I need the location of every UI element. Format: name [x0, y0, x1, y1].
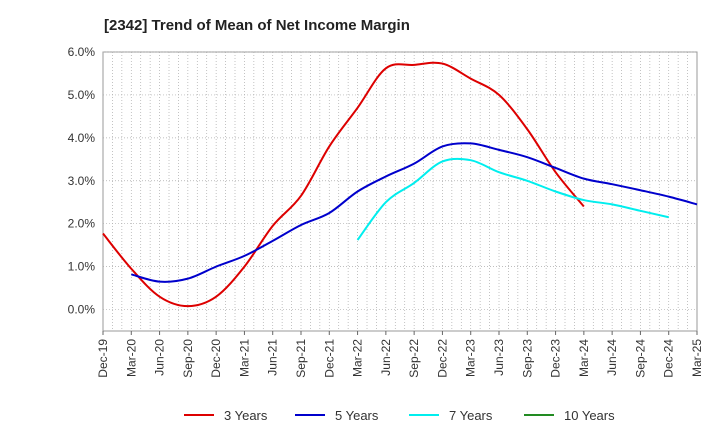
- x-tick-label: Mar-22: [351, 339, 365, 377]
- x-tick-label: Jun-24: [605, 339, 619, 376]
- x-tick-label: Mar-21: [237, 339, 251, 377]
- y-tick-label: 2.0%: [68, 217, 96, 231]
- y-axis: 0.0% 1.0% 2.0% 3.0% 4.0% 5.0% 6.0%: [68, 45, 96, 317]
- legend-label: 10 Years: [564, 408, 615, 423]
- legend-label: 5 Years: [335, 408, 379, 423]
- series-line-5-years: [131, 142, 698, 283]
- series-line-3-years: [102, 61, 585, 308]
- x-tick-label: Jun-23: [492, 339, 506, 376]
- series-layer: [102, 61, 698, 308]
- legend-label: 7 Years: [449, 408, 493, 423]
- legend-label: 3 Years: [224, 408, 268, 423]
- chart-title: [2342] Trend of Mean of Net Income Margi…: [104, 17, 410, 34]
- x-tick-label: Sep-23: [520, 339, 534, 378]
- x-tick-label: Sep-22: [407, 339, 421, 378]
- x-tick-label: Sep-21: [294, 339, 308, 378]
- x-tick-label: Dec-24: [662, 339, 676, 378]
- y-tick-label: 1.0%: [68, 260, 96, 274]
- x-axis: Dec-19 Mar-20 Jun-20 Sep-20 Dec-20 Mar-21 Jun-…: [96, 331, 704, 378]
- y-tick-label: 4.0%: [68, 131, 96, 145]
- series-line-7-years: [356, 157, 669, 241]
- x-tick-label: Dec-22: [435, 339, 449, 378]
- x-tick-label: Mar-24: [577, 339, 591, 377]
- grid-lines: [103, 51, 697, 331]
- x-tick-label: Jun-21: [266, 339, 280, 376]
- x-tick-label: Sep-20: [181, 339, 195, 378]
- x-tick-label: Dec-20: [209, 339, 223, 378]
- legend: 3 Years 5 Years 7 Years 10 Years: [184, 408, 615, 423]
- x-tick-label: Dec-23: [549, 339, 563, 378]
- y-tick-label: 6.0%: [68, 45, 96, 59]
- x-tick-label: Dec-19: [96, 339, 110, 378]
- x-tick-label: Jun-22: [379, 339, 393, 376]
- x-tick-label: Sep-24: [633, 339, 647, 378]
- x-tick-label: Jun-20: [153, 339, 167, 376]
- y-tick-label: 3.0%: [68, 174, 96, 188]
- x-tick-label: Mar-25: [690, 339, 704, 377]
- x-tick-label: Mar-20: [124, 339, 138, 377]
- x-tick-label: Dec-21: [322, 339, 336, 378]
- y-tick-label: 5.0%: [68, 88, 96, 102]
- x-tick-label: Mar-23: [464, 339, 478, 377]
- y-tick-label: 0.0%: [68, 303, 96, 317]
